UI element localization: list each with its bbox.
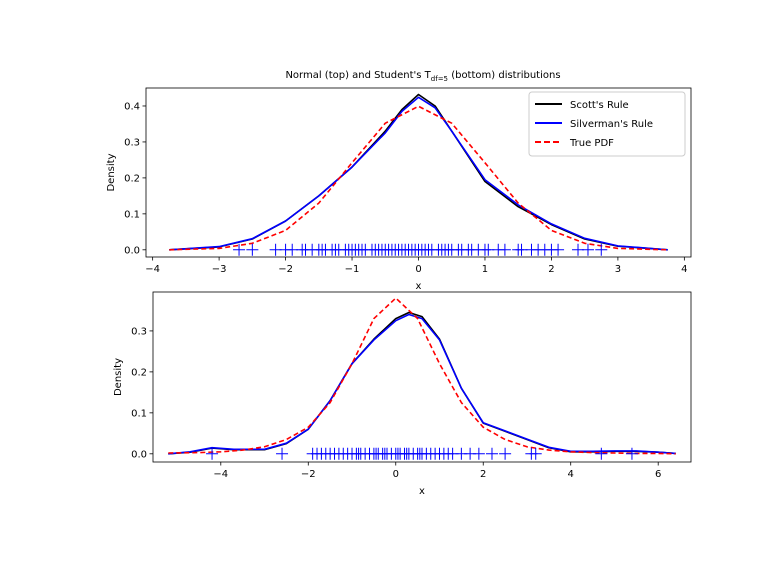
top-x-tick-label: 4 [681,264,687,275]
top-y-tick-label: 0.0 [124,245,140,256]
top-rug-mark [581,243,594,256]
title-suffix: (bottom) distributions [448,70,561,81]
top-x-tick-label: −3 [212,264,227,275]
top-rug-mark [246,243,259,256]
bottom-rug-mark [472,447,485,460]
bottom-x-tick-label: −4 [213,469,228,480]
bottom-rug-mark [499,447,512,460]
top-x-tick-label: 3 [615,264,621,275]
bottom-rug-mark [206,447,219,460]
bottom-y-tick-label: 0.2 [131,367,147,378]
bottom-x-tick-label: 6 [655,469,661,480]
bottom-y-tick-label: 0.1 [131,408,147,419]
top-x-axis-label: x [416,281,422,292]
top-x-tick-label: 1 [482,264,488,275]
bottom-y-axis-label: Density [113,358,124,396]
legend-label-silverman: Silverman's Rule [570,119,653,130]
top-rug-mark [233,243,246,256]
bottom-rug-mark [625,447,638,460]
top-x-tick-label: 2 [548,264,554,275]
bottom-x-tick-label: 2 [480,469,486,480]
bottom-axes: −4 −2 0 2 4 6 0.0 0.1 0.2 0.3 x Density [113,291,692,497]
bottom-rug-mark [529,447,542,460]
bottom-rug-mark [485,447,498,460]
bottom-x-axis-label: x [419,486,425,497]
bottom-rug-mark [276,447,289,460]
bottom-series-1-line [168,313,676,455]
top-y-tick-label: 0.4 [124,101,140,112]
top-x-tick-label: −1 [345,264,360,275]
bottom-axes-frame [152,291,692,463]
top-y-tick-label: 0.1 [124,209,140,220]
bottom-x-tick-label: −2 [301,469,316,480]
top-rug-mark [595,243,608,256]
top-x-tick-label: −4 [145,264,160,275]
legend-label-scott: Scott's Rule [570,100,629,111]
top-x-tick-label: −2 [278,264,293,275]
top-series-1-line [169,96,668,251]
figure-title: Normal (top) and Student's Tdf=5 (bottom… [285,70,560,83]
top-y-tick-label: 0.2 [124,173,140,184]
title-subscript: df=5 [431,75,448,83]
bottom-series-2-line [168,297,676,455]
bottom-x-tick-label: 0 [393,469,399,480]
bottom-y-tick-label: 0.0 [131,449,147,460]
bottom-x-tick-label: 4 [568,469,574,480]
title-prefix: Normal (top) and Student's T [285,70,431,81]
top-y-axis-label: Density [106,153,117,191]
bottom-y-tick-label: 0.3 [131,326,147,337]
bottom-rug-mark [595,447,608,460]
top-rug-mark [552,243,565,256]
top-x-tick-label: 0 [415,264,421,275]
top-rug-mark [498,243,511,256]
legend-frame [528,91,686,157]
top-axes: −4 −3 −2 −1 0 1 2 3 4 0.0 0.1 0.2 0.3 0.4 x Density [106,87,692,292]
top-y-tick-label: 0.3 [124,137,140,148]
legend: Scott's Rule Silverman's Rule True PDF [528,91,686,157]
legend-label-true-pdf: True PDF [569,138,614,149]
